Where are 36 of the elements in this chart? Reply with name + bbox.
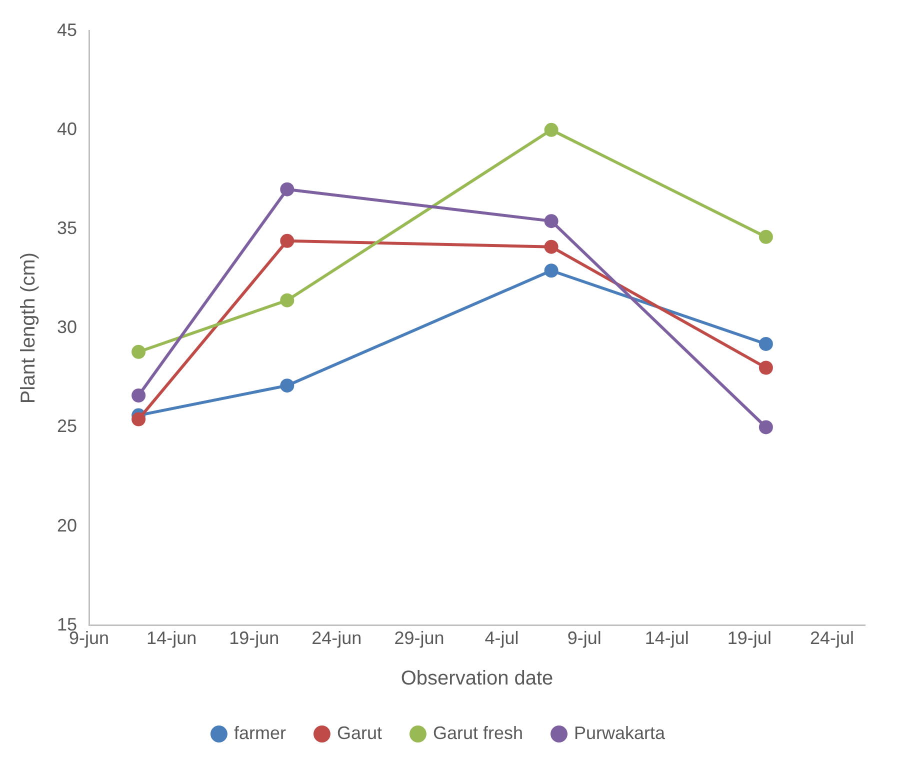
- x-tick-label: 19-jul: [727, 628, 772, 648]
- point: [132, 388, 146, 402]
- x-tick-label: 14-jul: [644, 628, 689, 648]
- legend-label: Garut: [336, 722, 382, 743]
- y-tick-label: 20: [56, 515, 78, 536]
- y-axis-title: Plant length (cm): [18, 252, 40, 404]
- point: [280, 293, 294, 308]
- x-tick-label: 24-jun: [312, 628, 362, 648]
- x-tick-label: 29-jun: [394, 628, 444, 648]
- point: [758, 360, 773, 375]
- legend-label: farmer: [234, 722, 286, 743]
- x-tick-label: 24-jul: [810, 628, 854, 648]
- point: [544, 214, 558, 228]
- y-tick-label: 25: [56, 416, 78, 436]
- y-tick-label: 40: [56, 118, 78, 139]
- point: [758, 230, 773, 244]
- point: [544, 240, 558, 254]
- y-tick-label: 30: [56, 317, 78, 338]
- y-tick-label: 35: [56, 218, 78, 238]
- y-tick-label: 45: [56, 20, 78, 40]
- legend-label: Purwakarta: [574, 722, 666, 743]
- x-tick-label: 4-jul: [484, 628, 519, 648]
- point: [280, 234, 294, 248]
- legend-label: Garut fresh: [432, 722, 524, 743]
- x-tick-label: 14-jun: [146, 628, 197, 648]
- point: [132, 412, 146, 426]
- x-tick-label: 9-jul: [567, 628, 602, 648]
- point: [544, 122, 558, 137]
- x-axis-title: Observation date: [400, 668, 554, 690]
- point: [758, 420, 773, 434]
- point: [280, 378, 294, 393]
- point: [758, 336, 773, 351]
- point: [132, 344, 146, 359]
- point: [544, 264, 558, 278]
- x-tick-label: 19-jun: [229, 628, 280, 648]
- point: [280, 182, 294, 196]
